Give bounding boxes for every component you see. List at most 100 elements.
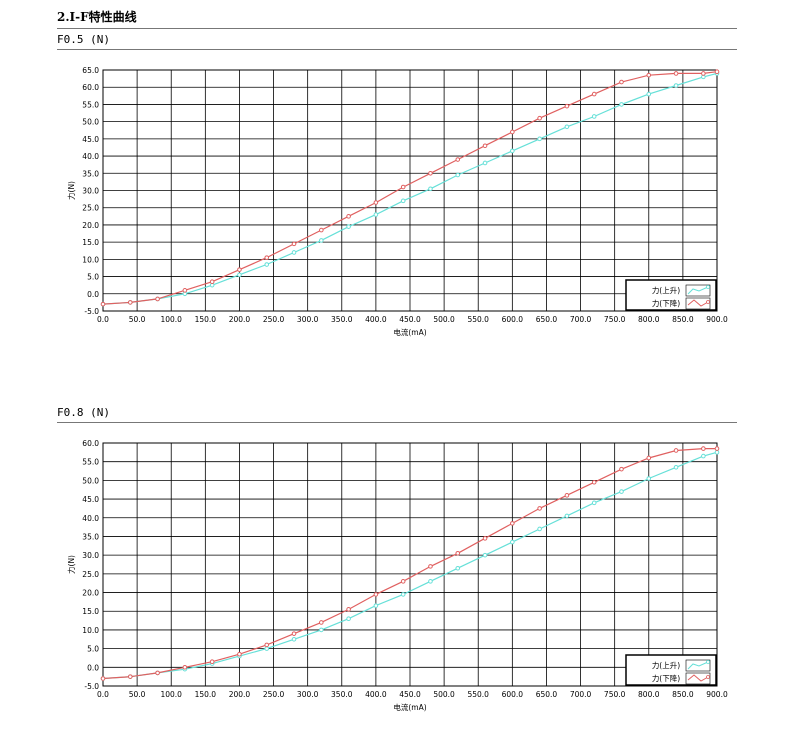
x-axis-label: 电流(mA)	[393, 327, 426, 337]
data-point	[619, 79, 624, 85]
y-axis-label: 力(N)	[66, 555, 76, 574]
x-tick-label: 900.0	[706, 315, 728, 324]
x-tick-label: 200.0	[229, 315, 251, 324]
x-tick-label: 750.0	[604, 690, 626, 699]
section-heading: 2.I-F特性曲线	[57, 10, 137, 24]
x-tick-label: 50.0	[129, 315, 146, 324]
data-point	[400, 184, 406, 190]
y-tick-label: 35.0	[82, 532, 99, 541]
y-tick-label: 65.0	[82, 66, 99, 75]
data-point	[537, 136, 542, 142]
data-point	[127, 300, 133, 305]
legend-marker	[706, 660, 710, 664]
data-point	[182, 665, 188, 670]
x-tick-label: 500.0	[433, 690, 455, 699]
data-point	[701, 446, 706, 451]
x-tick-label: 150.0	[195, 690, 217, 699]
x-tick-label: 700.0	[570, 315, 592, 324]
data-point	[127, 674, 133, 679]
x-tick-label: 400.0	[365, 690, 387, 699]
x-tick-label: 550.0	[467, 315, 489, 324]
data-point	[482, 143, 488, 149]
data-point	[510, 148, 515, 154]
y-tick-label: 40.0	[82, 152, 99, 161]
data-point	[237, 651, 242, 657]
y-tick-label: 45.0	[82, 135, 99, 144]
data-point	[673, 83, 679, 88]
y-tick-label: 55.0	[82, 100, 99, 109]
x-tick-label: 650.0	[536, 690, 558, 699]
x-tick-label: 300.0	[297, 690, 319, 699]
data-point	[428, 186, 433, 192]
x-tick-label: 750.0	[604, 315, 626, 324]
y-tick-label: 40.0	[82, 514, 99, 523]
y-tick-label: 25.0	[82, 570, 99, 579]
data-point	[428, 564, 433, 569]
data-point	[264, 646, 270, 651]
legend-label: 力(上升)	[652, 660, 680, 670]
data-point	[591, 500, 597, 506]
data-point	[346, 616, 351, 622]
y-tick-label: 5.0	[87, 273, 99, 282]
data-point	[428, 170, 433, 176]
x-tick-label: 0.0	[97, 690, 109, 699]
data-point	[564, 513, 570, 519]
chart-1-subtitle: F0.5 (N)	[57, 33, 110, 46]
x-tick-label: 800.0	[638, 315, 660, 324]
data-point	[400, 579, 406, 584]
data-point	[155, 670, 160, 676]
data-point	[291, 250, 297, 255]
data-point	[564, 103, 570, 109]
x-tick-label: 350.0	[331, 315, 353, 324]
y-tick-label: 30.0	[82, 551, 99, 560]
data-point	[100, 676, 106, 681]
x-tick-label: 250.0	[263, 315, 285, 324]
data-point	[482, 160, 488, 166]
legend-line	[687, 286, 709, 295]
x-tick-label: 600.0	[502, 315, 524, 324]
x-tick-label: 0.0	[97, 315, 109, 324]
y-tick-label: 30.0	[82, 187, 99, 196]
y-axis-label: 力(N)	[66, 181, 76, 200]
y-tick-label: 10.0	[82, 255, 99, 264]
y-tick-label: 50.0	[82, 476, 99, 485]
data-point	[646, 72, 652, 78]
data-point	[373, 212, 379, 217]
y-tick-label: 60.0	[82, 83, 99, 92]
data-point	[373, 200, 379, 205]
x-axis-label: 电流(mA)	[393, 702, 426, 712]
y-tick-label: 25.0	[82, 204, 99, 213]
x-tick-label: 800.0	[638, 690, 660, 699]
x-tick-label: 200.0	[229, 690, 251, 699]
legend-label: 力(下降)	[652, 298, 680, 308]
x-tick-label: 650.0	[536, 315, 558, 324]
data-point	[400, 592, 406, 597]
data-point	[646, 476, 652, 481]
y-tick-label: 55.0	[82, 458, 99, 467]
y-tick-label: 10.0	[82, 626, 99, 635]
legend-line	[687, 661, 709, 670]
data-point	[646, 91, 652, 97]
y-tick-label: 50.0	[82, 118, 99, 127]
x-tick-label: 850.0	[672, 690, 694, 699]
data-point	[209, 659, 215, 664]
data-point	[619, 489, 624, 494]
data-point	[237, 272, 242, 278]
data-point	[510, 129, 515, 135]
data-point	[701, 453, 706, 459]
data-point	[319, 620, 324, 625]
data-point	[591, 91, 597, 97]
data-point	[537, 526, 542, 532]
y-tick-label: 0.0	[87, 290, 99, 299]
series-line-fall	[102, 448, 717, 680]
chart-2: 0.0 50.0 100.0 150.0 200.0 250.0 300.0 350.0 400…	[66, 439, 728, 712]
data-point	[182, 288, 188, 293]
data-point	[714, 446, 720, 451]
chart-2-subtitle-rule	[57, 422, 737, 423]
x-tick-label: 600.0	[502, 690, 524, 699]
data-point	[564, 493, 570, 498]
x-tick-label: 350.0	[331, 690, 353, 699]
data-point	[373, 592, 379, 597]
y-tick-label: 15.0	[82, 607, 99, 616]
data-point	[619, 102, 624, 107]
